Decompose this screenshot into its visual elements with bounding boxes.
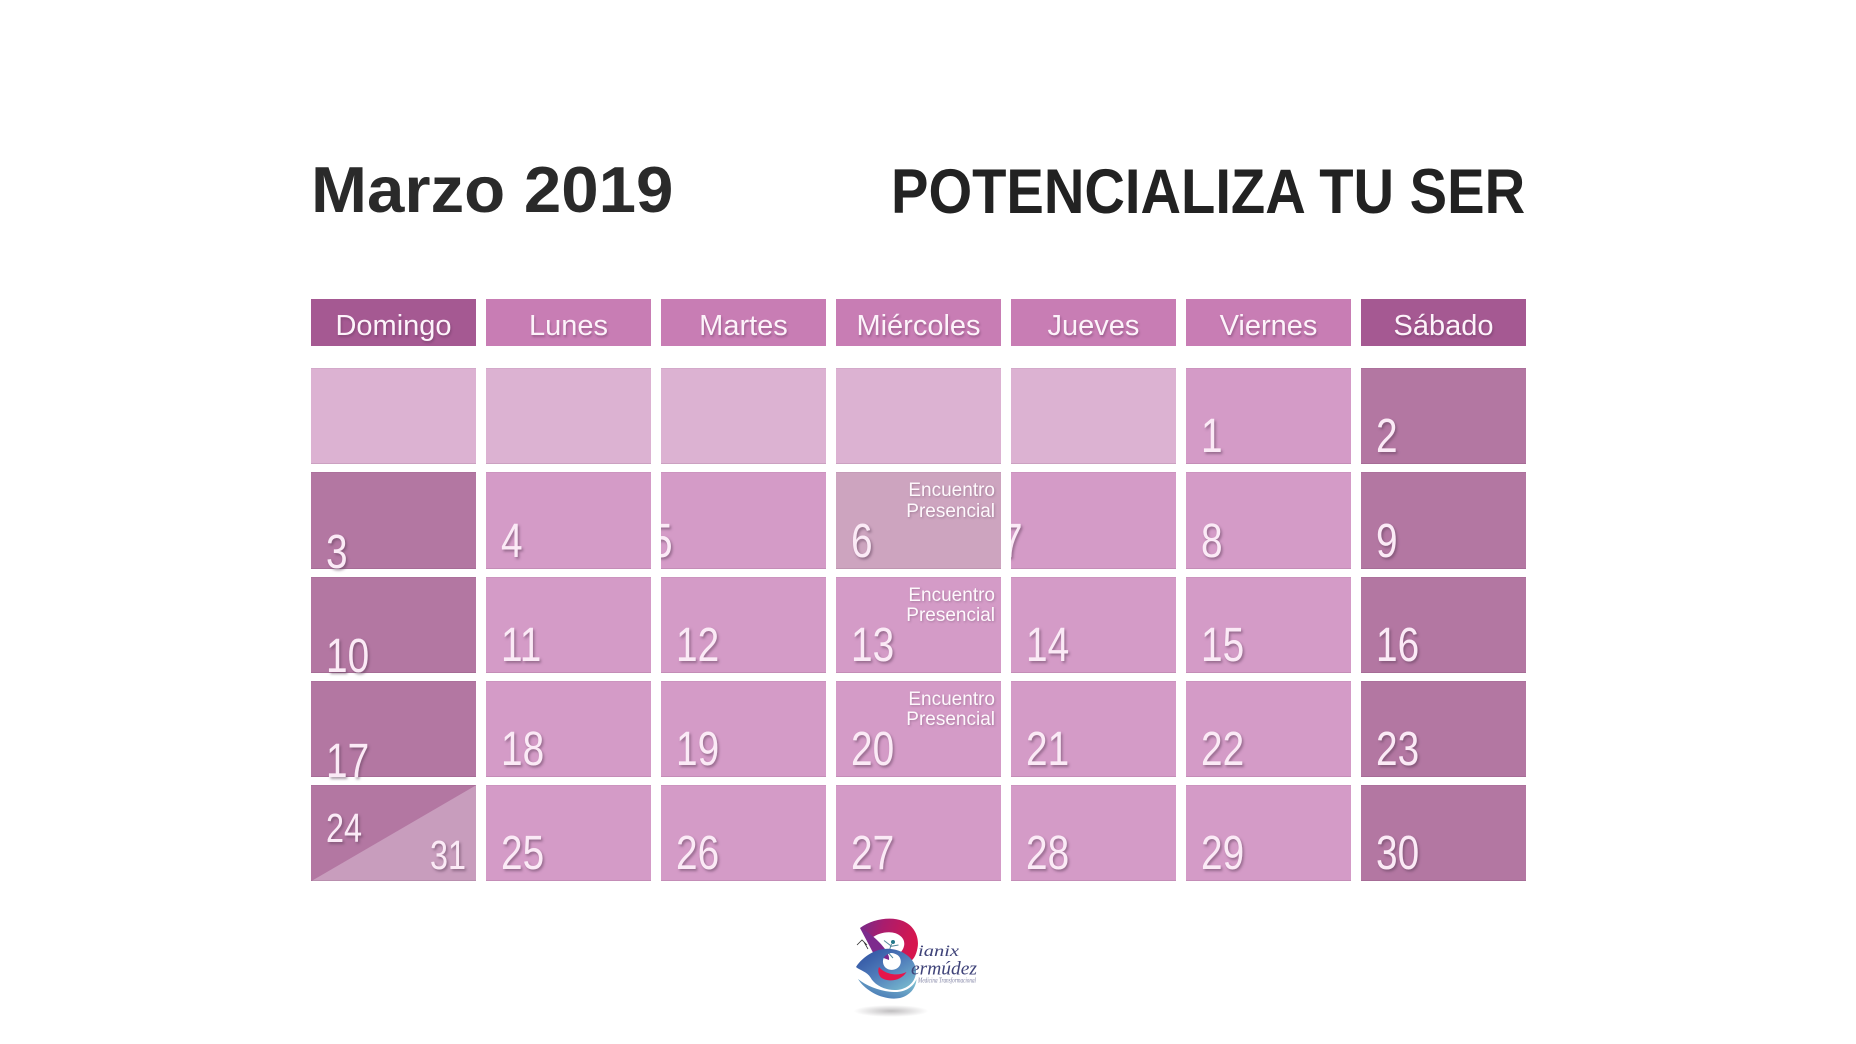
svg-text:Medicina Transformacional: Medicina Transformacional bbox=[917, 976, 976, 985]
svg-text:ianix: ianix bbox=[918, 943, 959, 960]
svg-text:ermúdez: ermúdez bbox=[911, 959, 978, 980]
